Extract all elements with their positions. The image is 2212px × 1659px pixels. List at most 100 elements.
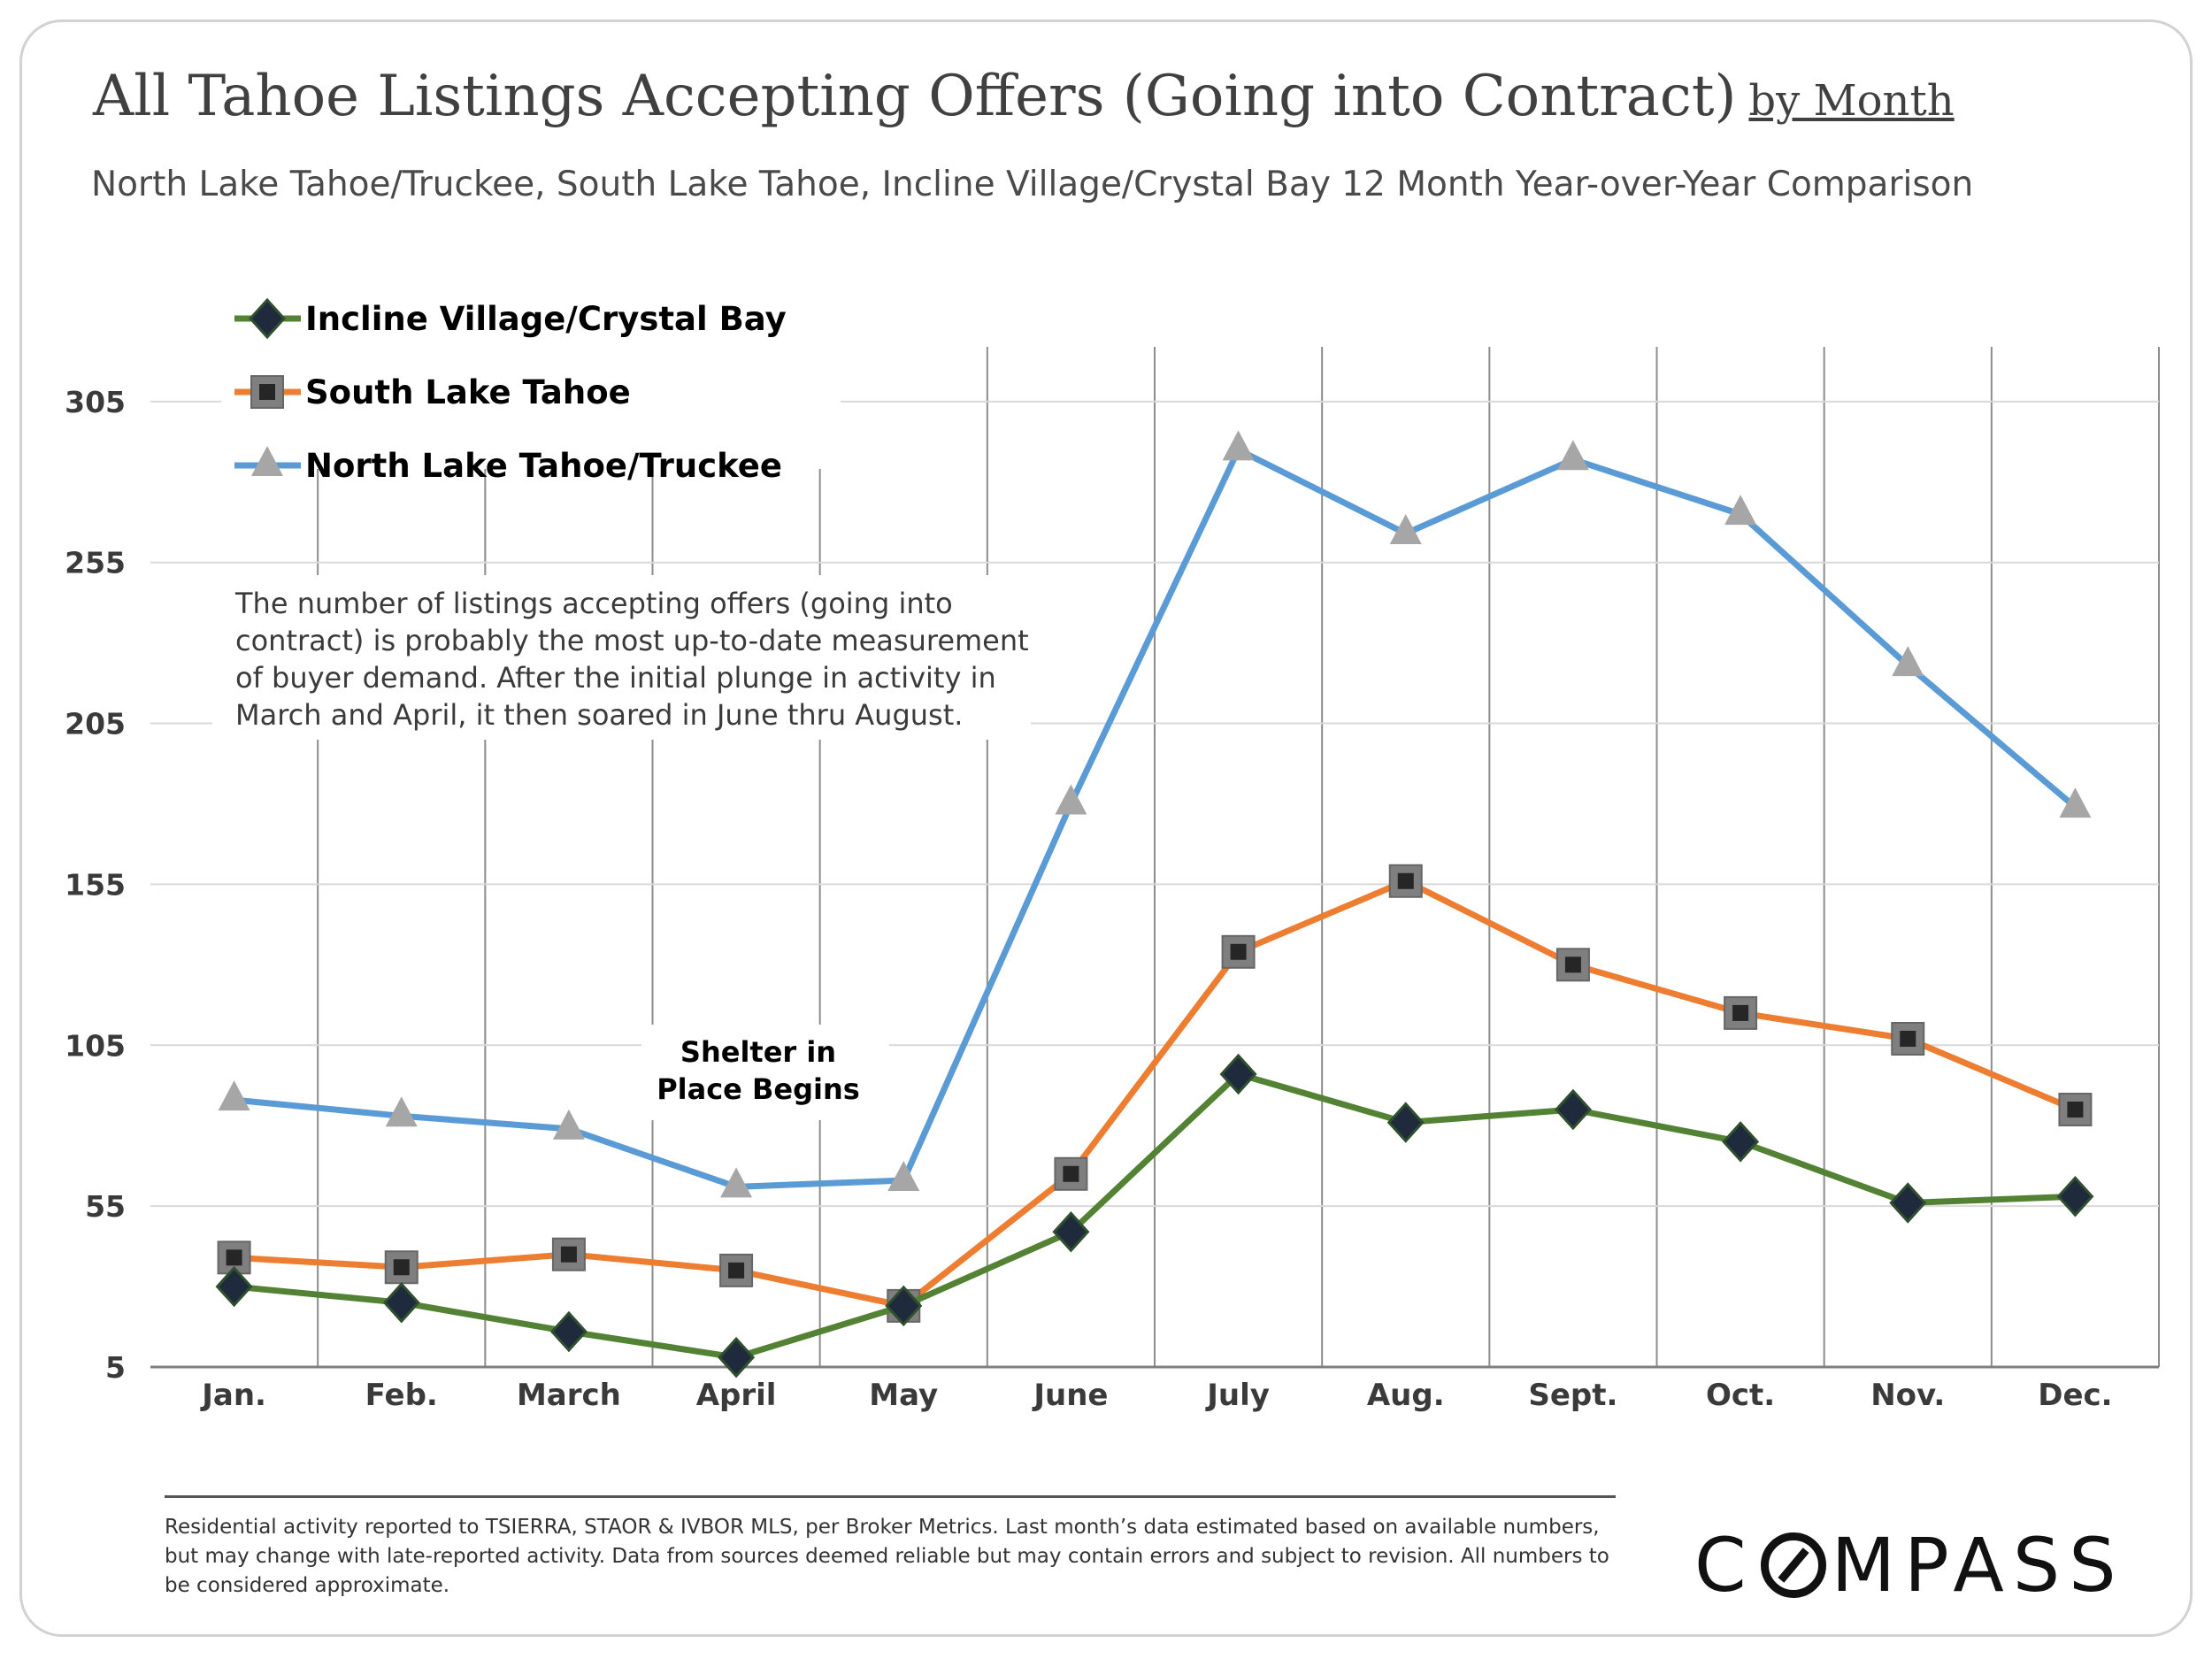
data-point xyxy=(1054,1156,1088,1191)
y-tick-label: 255 xyxy=(65,546,126,580)
marker-core xyxy=(1063,1165,1079,1182)
data-point xyxy=(1892,646,1924,677)
legend-item: Incline Village/Crystal Bay xyxy=(234,297,787,340)
series-line xyxy=(234,1071,2076,1361)
x-tick-label: Dec. xyxy=(2038,1378,2112,1413)
data-point xyxy=(1386,1102,1425,1143)
x-tick-label: March xyxy=(517,1378,621,1413)
marker-core xyxy=(560,1246,577,1263)
data-point xyxy=(718,1336,756,1379)
annotation-background xyxy=(212,575,1031,740)
legend-label: North Lake Tahoe/Truckee xyxy=(305,447,782,485)
legend-item: North Lake Tahoe/Truckee xyxy=(234,446,782,485)
data-point xyxy=(1055,784,1087,815)
data-point xyxy=(215,1265,253,1308)
series-1 xyxy=(217,864,2093,1323)
legend-background xyxy=(221,292,841,469)
y-tick-label: 55 xyxy=(85,1189,126,1224)
annotation-backgrounds xyxy=(212,292,1031,1120)
chart-title: All Tahoe Listings Accepting Offers (Goi… xyxy=(93,64,1955,129)
marker-core xyxy=(226,1249,242,1266)
legend-label: South Lake Tahoe xyxy=(305,373,631,411)
data-point xyxy=(1554,1088,1592,1131)
chart-title-suffix: by Month xyxy=(1748,76,1955,126)
data-point xyxy=(384,1250,419,1285)
annotations: The number of listings accepting offers … xyxy=(234,587,1029,1106)
x-tick-label: April xyxy=(696,1378,777,1413)
data-point xyxy=(1388,864,1423,898)
y-tick-label: 205 xyxy=(65,707,126,741)
data-point xyxy=(1221,934,1256,969)
annotation-line: of buyer demand. After the initial plung… xyxy=(235,661,996,695)
legend-marker xyxy=(251,446,283,476)
marker-core xyxy=(728,1262,745,1279)
data-point xyxy=(217,1240,251,1275)
y-tick-label: 105 xyxy=(65,1028,126,1063)
footnote: Residential activity reported to TSIERRA… xyxy=(165,1516,1609,1597)
data-point xyxy=(1724,495,1757,526)
x-tick-label: June xyxy=(1032,1378,1108,1413)
data-point xyxy=(1724,995,1758,1030)
compass-logo: C MPASS xyxy=(1694,1522,2125,1609)
x-tick-label: Sept. xyxy=(1528,1378,1617,1413)
series-0 xyxy=(215,1053,2094,1379)
data-point xyxy=(382,1282,420,1324)
marker-core xyxy=(1564,956,1581,973)
legend-marker xyxy=(248,297,287,340)
grid-lines xyxy=(150,347,2160,1367)
annotation-line: March and April, it then soared in June … xyxy=(235,698,963,732)
annotation-line: The number of listings accepting offers … xyxy=(234,587,953,620)
data-point xyxy=(720,1167,753,1198)
y-tick-label: 5 xyxy=(105,1350,126,1385)
logo-text-end: MPASS xyxy=(1831,1522,2125,1609)
data-point xyxy=(552,1109,585,1140)
data-point xyxy=(885,1285,923,1327)
x-tick-label: Oct. xyxy=(1706,1378,1775,1413)
chart-title-main: All Tahoe Listings Accepting Offers (Goi… xyxy=(93,64,1737,129)
footer-divider xyxy=(165,1495,1616,1498)
x-tick-label: Aug. xyxy=(1367,1378,1445,1413)
legend: Incline Village/Crystal Bay South Lake Ta… xyxy=(234,297,787,485)
data-point xyxy=(218,1080,250,1111)
data-point xyxy=(1891,1022,1925,1056)
legend-item: South Lake Tahoe xyxy=(234,373,631,411)
annotation-line: Place Begins xyxy=(657,1072,860,1106)
series-group xyxy=(215,430,2094,1379)
series-line xyxy=(234,446,2078,1190)
x-tick-label: May xyxy=(869,1378,938,1413)
data-point xyxy=(1052,1211,1090,1253)
data-point xyxy=(2059,787,2092,818)
data-point xyxy=(551,1237,586,1271)
compass-logo-icon xyxy=(1760,1532,1826,1598)
marker-core xyxy=(1900,1031,1916,1048)
series-line xyxy=(234,878,2077,1310)
marker-core xyxy=(1732,1004,1749,1021)
y-tick-label: 155 xyxy=(65,867,126,902)
annotation-background xyxy=(641,1025,889,1120)
data-point xyxy=(549,1310,588,1353)
legend-marker xyxy=(250,375,284,409)
chart-subtitle: North Lake Tahoe/Truckee, South Lake Tah… xyxy=(91,165,1974,204)
logo-text-start: C xyxy=(1694,1522,1755,1609)
data-point xyxy=(1389,513,1422,544)
marker-core xyxy=(259,384,275,400)
data-point xyxy=(719,1253,754,1287)
marker-core xyxy=(2067,1102,2084,1118)
x-tick-label: Feb. xyxy=(365,1378,438,1413)
data-point xyxy=(1219,1053,1257,1095)
marker-core xyxy=(1397,872,1414,889)
data-point xyxy=(1222,430,1255,461)
x-tick-label: Nov. xyxy=(1870,1378,1945,1413)
legend-label: Incline Village/Crystal Bay xyxy=(305,300,787,338)
annotation-line: Shelter in xyxy=(680,1035,836,1069)
series-2 xyxy=(218,430,2092,1198)
marker-core xyxy=(393,1259,410,1276)
annotation-line: contract) is probably the most up-to-dat… xyxy=(235,624,1029,657)
y-tick-label: 305 xyxy=(65,385,126,419)
data-point xyxy=(385,1096,418,1127)
data-point xyxy=(1555,948,1590,982)
data-point xyxy=(1556,440,1589,471)
data-point xyxy=(887,1161,920,1192)
